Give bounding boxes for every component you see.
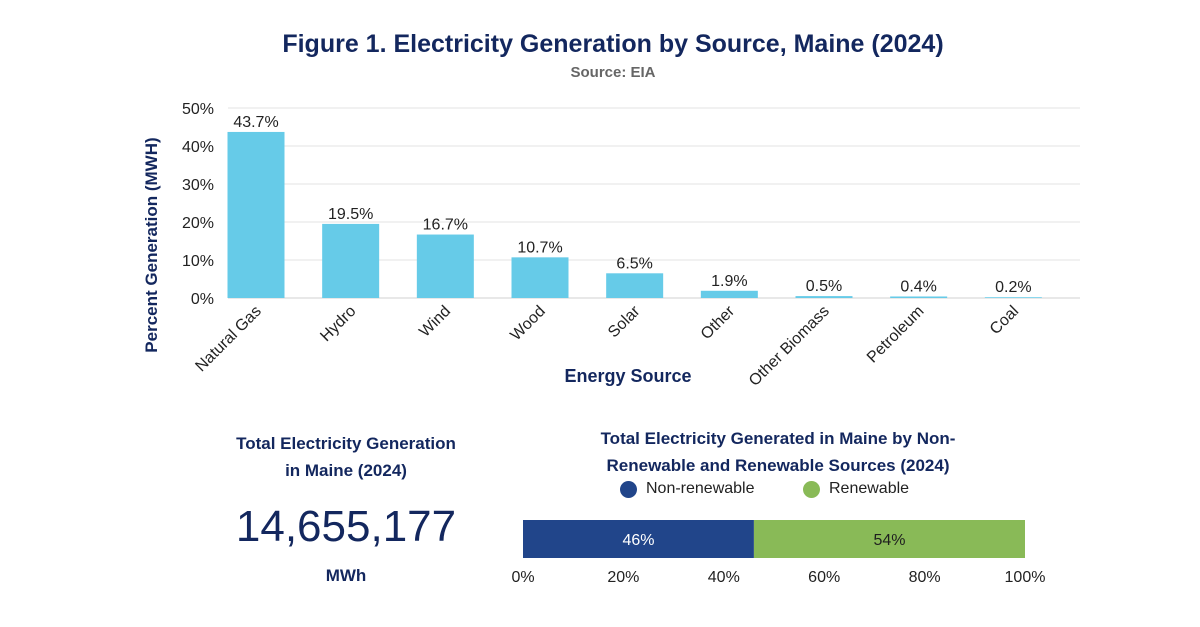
legend-dot-renewable: [803, 480, 820, 498]
data-label: 43.7%: [233, 114, 278, 131]
y-tick-label: 20%: [182, 215, 214, 232]
bar: [511, 257, 569, 298]
x-tick-label: Other: [698, 302, 739, 343]
bar: [890, 296, 948, 298]
x-tick-label: 60%: [808, 569, 840, 586]
segment-label: 46%: [622, 532, 654, 549]
x-tick-label: Solar: [605, 302, 644, 341]
data-label: 16.7%: [423, 217, 468, 234]
x-tick-label: Other Biomass: [746, 303, 833, 390]
total-title-line-1: Total Electricity Generation: [236, 434, 456, 453]
x-tick-label: 100%: [1005, 569, 1046, 586]
stacked-segment: [753, 520, 1025, 558]
x-tick-label: 80%: [909, 569, 941, 586]
legend-dot-non-renewable: [620, 480, 637, 498]
chart-source: Source: EIA: [570, 64, 656, 81]
split-chart-title: Total Electricity Generated in Maine by …: [528, 425, 1028, 479]
bar: [984, 297, 1042, 298]
total-generation-value: 14,655,177: [235, 502, 457, 551]
y-tick-label: 0%: [191, 291, 214, 308]
data-label: 19.5%: [328, 206, 373, 223]
data-label: 0.2%: [995, 279, 1031, 296]
x-tick-label: Wood: [507, 303, 548, 344]
legend-item-renewable: Renewable: [803, 478, 909, 500]
bar: [606, 273, 664, 298]
bar: [227, 131, 285, 298]
x-tick-label: Petroleum: [864, 303, 928, 367]
y-tick-label: 40%: [182, 139, 214, 156]
bar: [416, 234, 474, 298]
bar: [700, 290, 758, 298]
legend-item-non-renewable: Non-renewable: [620, 478, 755, 500]
legend-label-renewable: Renewable: [829, 480, 910, 497]
y-tick-label: 50%: [182, 101, 214, 118]
total-title-line-2: in Maine (2024): [285, 461, 407, 480]
y-tick-label: 30%: [182, 177, 214, 194]
legend-label-non-renewable: Non-renewable: [646, 480, 755, 497]
x-tick-label: 40%: [708, 569, 740, 586]
x-tick-label: Wind: [416, 303, 454, 341]
total-generation-title: Total Electricity Generation in Maine (2…: [196, 430, 496, 484]
bar: [795, 296, 853, 298]
segment-label: 54%: [873, 532, 905, 549]
data-label: 0.4%: [900, 278, 936, 295]
data-label: 6.5%: [616, 255, 652, 272]
x-tick-label: 20%: [607, 569, 639, 586]
y-tick-label: 10%: [182, 253, 214, 270]
bar: [322, 223, 380, 298]
y-axis-label: Percent Generation (MWH): [142, 137, 161, 353]
x-tick-label: Coal: [987, 303, 1022, 338]
bar-chart: 0% 10% 20% 30% 40% 50% 43.7% Natural Gas 19.5% Hy…: [182, 101, 1080, 390]
x-axis-label: Energy Source: [564, 366, 692, 386]
chart-title: Figure 1. Electricity Generation by Sour…: [282, 30, 944, 58]
split-title-line-1: Total Electricity Generated in Maine by …: [600, 429, 956, 448]
stacked-segment: [523, 520, 754, 558]
total-generation-unit: MWh: [325, 566, 367, 585]
x-tick-label: Hydro: [317, 303, 359, 345]
data-label: 0.5%: [806, 278, 842, 295]
data-label: 10.7%: [517, 239, 562, 256]
data-label: 1.9%: [711, 273, 747, 290]
x-tick-label: Natural Gas: [192, 303, 264, 375]
x-tick-label: 0%: [511, 569, 534, 586]
split-title-line-2: Renewable and Renewable Sources (2024): [606, 456, 950, 475]
